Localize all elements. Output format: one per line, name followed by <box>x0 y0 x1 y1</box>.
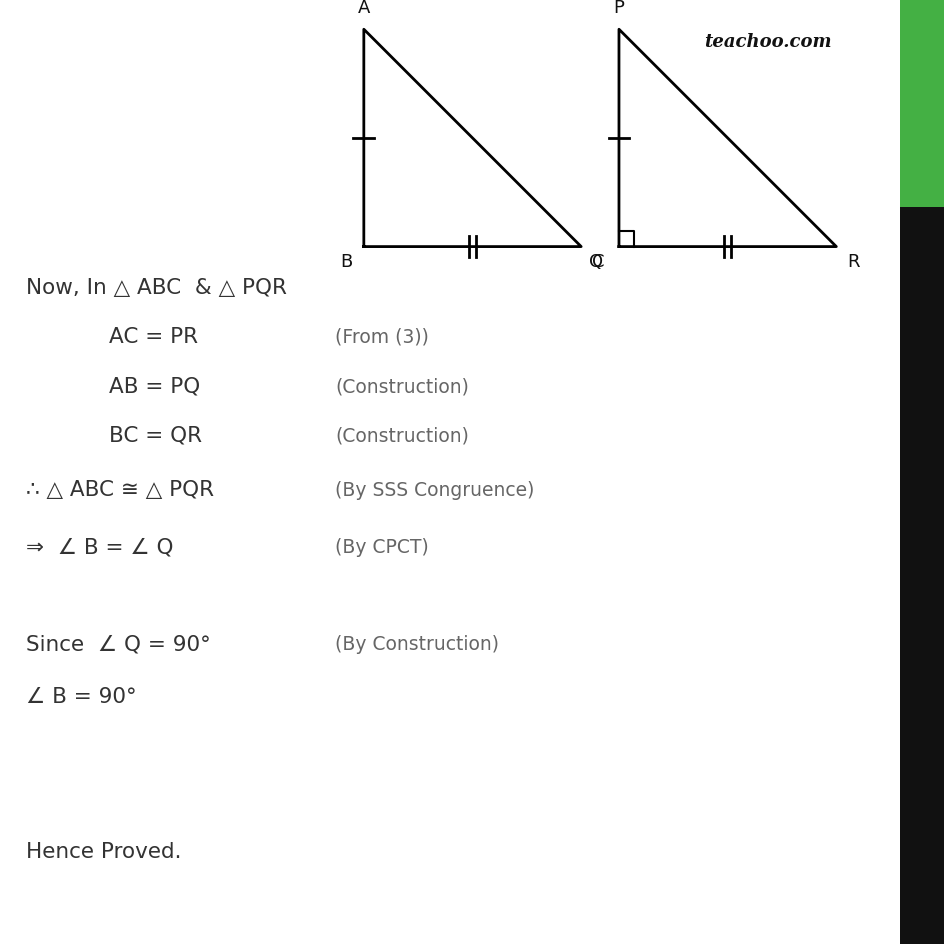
Text: AB = PQ: AB = PQ <box>109 376 200 396</box>
Text: (From (3)): (From (3)) <box>335 328 429 346</box>
Text: B: B <box>341 253 352 271</box>
Text: Q: Q <box>589 253 602 271</box>
Text: Since  ∠ Q = 90°: Since ∠ Q = 90° <box>26 633 211 654</box>
Text: teachoo.com: teachoo.com <box>703 33 831 51</box>
Text: (By CPCT): (By CPCT) <box>335 537 429 556</box>
Text: (By SSS Congruence): (By SSS Congruence) <box>335 480 534 499</box>
Text: (Construction): (Construction) <box>335 426 469 445</box>
Text: R: R <box>846 253 859 271</box>
Text: ⇒  ∠ B = ∠ Q: ⇒ ∠ B = ∠ Q <box>26 536 174 557</box>
Bar <box>899 208 944 944</box>
Text: A: A <box>357 0 370 17</box>
Text: (By Construction): (By Construction) <box>335 634 499 653</box>
Text: Now, In △ ABC  & △ PQR: Now, In △ ABC & △ PQR <box>26 278 287 298</box>
Text: Hence Proved.: Hence Proved. <box>26 841 182 862</box>
Text: ∠ B = 90°: ∠ B = 90° <box>26 686 137 707</box>
Text: (Construction): (Construction) <box>335 377 469 396</box>
Text: AC = PR: AC = PR <box>109 327 197 347</box>
Text: P: P <box>613 0 624 17</box>
Bar <box>899 0 944 208</box>
Text: ∴ △ ABC ≅ △ PQR: ∴ △ ABC ≅ △ PQR <box>26 480 214 500</box>
Text: BC = QR: BC = QR <box>109 425 202 446</box>
Text: C: C <box>591 253 604 271</box>
